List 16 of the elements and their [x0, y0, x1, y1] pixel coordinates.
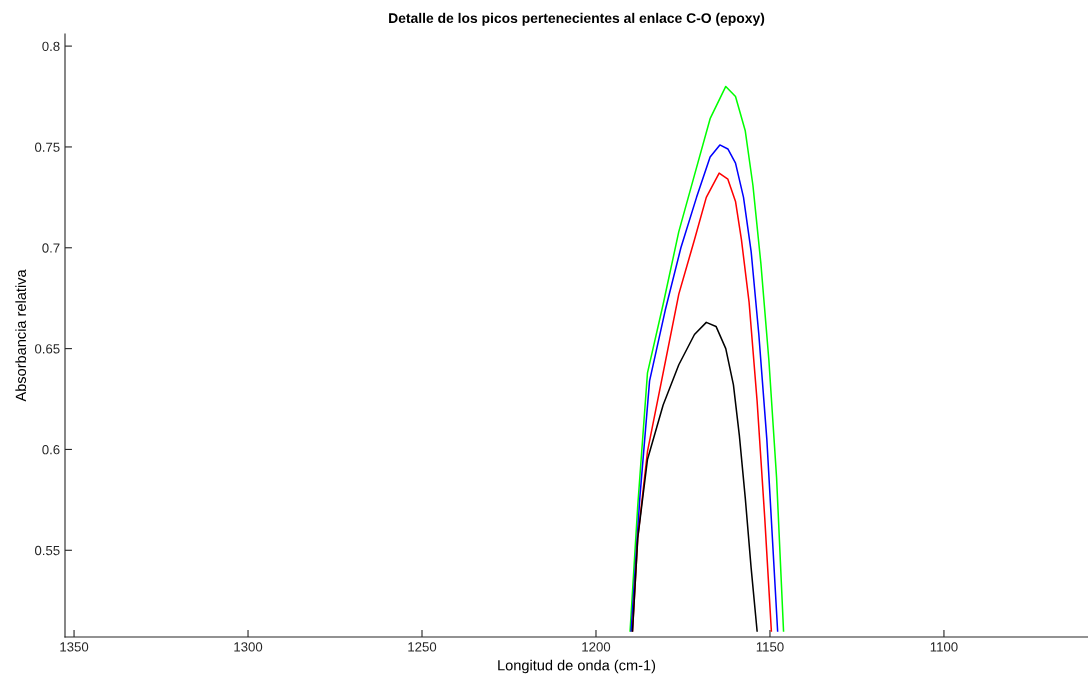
- x-tick-label: 1250: [408, 642, 437, 652]
- x-tick-label: 1350: [60, 642, 89, 652]
- x-tick-label: 1300: [234, 642, 263, 652]
- y-tick-label: 0.55: [34, 545, 60, 556]
- x-tick-label: 1200: [582, 642, 611, 652]
- y-tick-label: 0.75: [34, 142, 60, 152]
- x-tick-label: 1100: [930, 642, 958, 652]
- y-tick-label: 0.6: [42, 445, 60, 455]
- y-tick-label: 0.7: [42, 243, 60, 253]
- y-tick-label: 0.65: [34, 344, 60, 354]
- y-axis-title: Absorbancia relativa: [15, 269, 27, 402]
- x-axis-title: Longitud de onda (cm-1): [498, 659, 656, 674]
- y-tick-label: 0.8: [42, 41, 60, 52]
- line-series: [631, 321, 758, 632]
- x-tick-label: 1150: [756, 642, 784, 652]
- chart-title: Detalle de los picos pertenecientes al enlace C-O (epoxy): [389, 12, 765, 26]
